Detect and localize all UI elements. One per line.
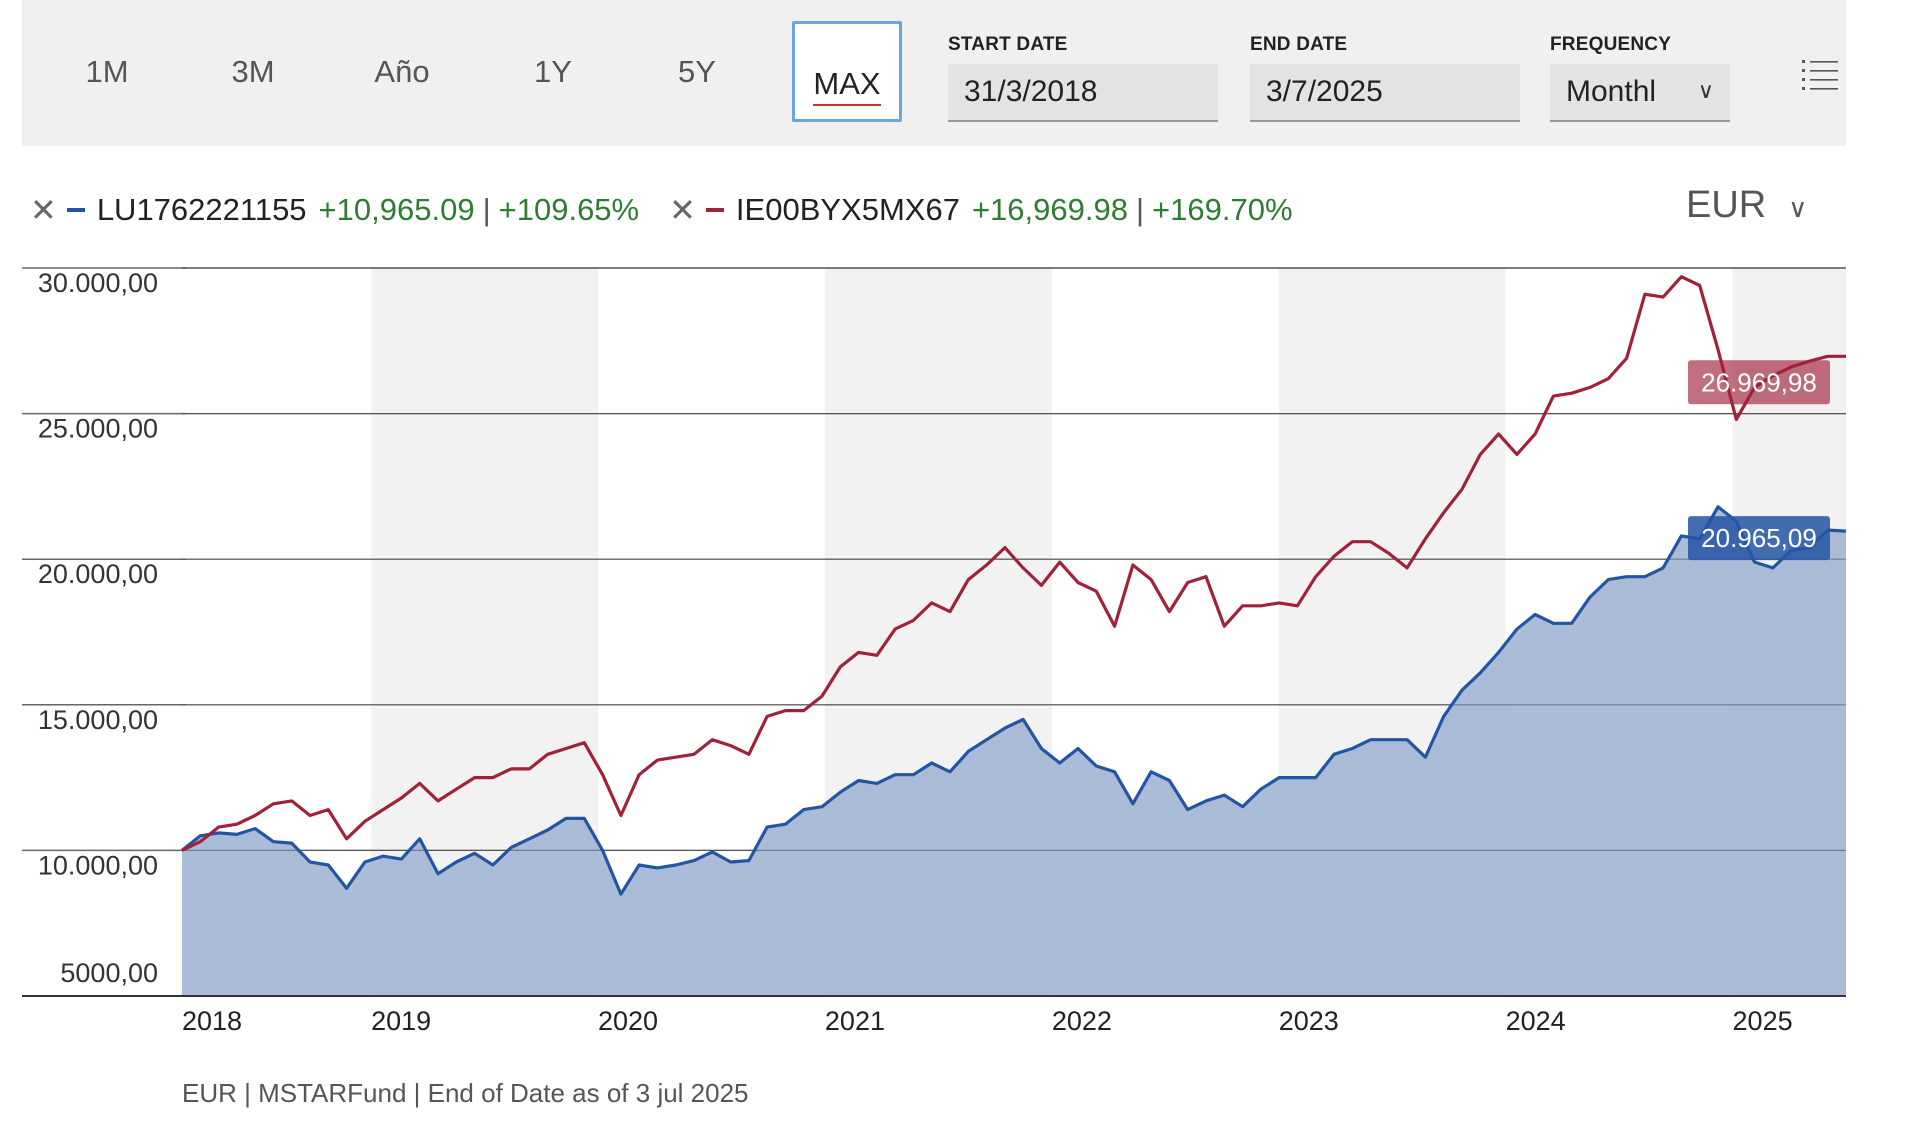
x-tick-label: 2023 <box>1279 1006 1339 1036</box>
y-tick-label: 10.000,00 <box>38 850 158 880</box>
currency-select[interactable]: EUR ∨ <box>1686 184 1807 227</box>
range-max-button[interactable]: MAX <box>792 21 902 122</box>
frequency-value: Monthl <box>1566 75 1657 108</box>
range-3m-button[interactable]: 3M <box>208 48 298 96</box>
performance-chart: 30.000,00 25.000,00 20.000,00 15.000,00 10.0… <box>22 267 1847 1036</box>
frequency-select[interactable]: Monthl ∨ <box>1550 64 1730 122</box>
frequency-label: FREQUENCY <box>1550 34 1672 55</box>
x-tick-label: 2021 <box>825 1006 885 1036</box>
x-tick-label: 2025 <box>1733 1006 1793 1036</box>
chart-footer: EUR | MSTARFund | End of Date as of 3 ju… <box>182 1078 749 1108</box>
y-tick-label: 25.000,00 <box>38 414 158 444</box>
chevron-down-icon: ∨ <box>1788 193 1808 223</box>
series-1-gain-pct: +109.65% <box>498 192 640 227</box>
y-tick-label: 30.000,00 <box>38 268 158 298</box>
end-date-input[interactable] <box>1250 64 1520 122</box>
y-tick-label: 20.000,00 <box>38 559 158 589</box>
range-max-label: MAX <box>813 66 881 106</box>
y-tick-label: 5000,00 <box>60 958 158 988</box>
remove-series-2-icon[interactable]: ✕ <box>669 192 696 228</box>
series-2-swatch <box>705 208 724 212</box>
end-date-label: END DATE <box>1250 34 1348 55</box>
legend-separator: | <box>482 192 491 227</box>
range-ytd-button[interactable]: Año <box>352 48 452 96</box>
series-2-code: IE00BYX5MX67 <box>735 192 960 227</box>
series-2-gain: +16,969.98 <box>971 192 1128 227</box>
x-tick-label: 2019 <box>371 1006 431 1036</box>
series-1-end-label: 20.965,09 <box>1701 523 1817 553</box>
chevron-down-icon: ∨ <box>1697 78 1714 103</box>
series-2-line <box>181 275 1846 852</box>
range-1m-button[interactable]: 1M <box>62 48 152 96</box>
series-1-end-label-box <box>1688 516 1830 561</box>
legend-separator: | <box>1135 192 1145 227</box>
series-2-end-label-box <box>1688 360 1830 405</box>
series-1-area <box>182 506 1846 996</box>
x-tick-label: 2020 <box>598 1006 658 1036</box>
series-2-gain-pct: +169.70% <box>1152 192 1293 227</box>
range-1y-button[interactable]: 1Y <box>508 48 598 96</box>
toolbar: 1M 3M Año 1Y 5Y MAX START DATE END DATE … <box>22 0 1846 146</box>
range-5y-button[interactable]: 5Y <box>652 48 742 96</box>
series-1-line <box>181 505 1847 896</box>
start-date-input[interactable] <box>948 64 1218 122</box>
x-tick-label: 2024 <box>1506 1006 1566 1036</box>
x-tick-label: 2018 <box>182 1006 242 1036</box>
series-1-code: LU1762221155 <box>96 192 307 227</box>
remove-series-1-icon[interactable]: ✕ <box>30 192 57 228</box>
y-tick-label: 15.000,00 <box>38 705 158 735</box>
series-1-gain: +10,965.09 <box>318 192 475 227</box>
currency-value: EUR <box>1686 184 1767 226</box>
list-menu-icon[interactable] <box>1802 58 1838 92</box>
x-tick-label: 2022 <box>1052 1006 1112 1036</box>
series-2-end-label: 26.969,98 <box>1701 367 1817 397</box>
chart-legend: ✕ LU1762221155 +10,965.09 | +109.65% ✕ I… <box>30 190 1293 230</box>
start-date-label: START DATE <box>948 34 1068 55</box>
series-1-swatch <box>66 208 85 212</box>
